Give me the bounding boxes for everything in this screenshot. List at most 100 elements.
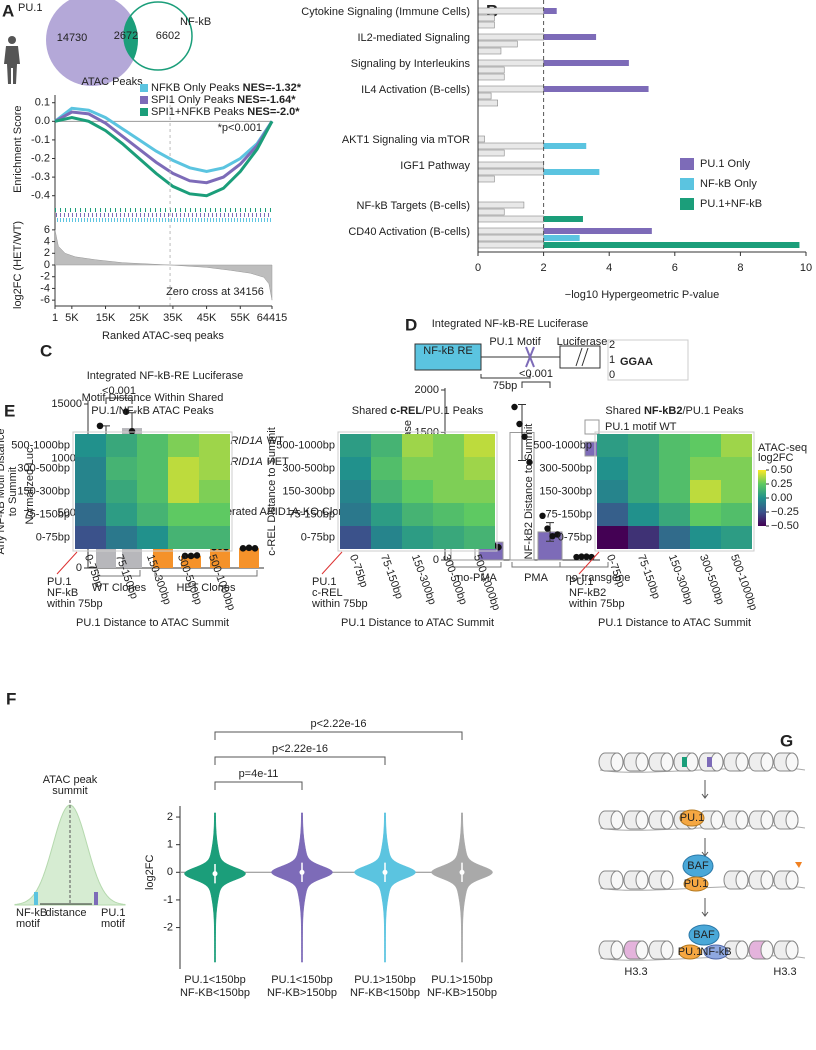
group-bracket	[97, 570, 141, 577]
group-label: HET Clones	[176, 582, 236, 594]
group-bracket	[559, 562, 609, 568]
construct-label: 75bp	[493, 380, 517, 392]
heat-cell	[199, 480, 230, 503]
data-point	[187, 552, 195, 560]
y-axis-label: log2FC (HET/WT)	[12, 221, 24, 309]
construct-label: Luciferase	[557, 336, 608, 348]
comparison-label: <0.001	[519, 368, 553, 380]
comparison-label: p=4e-11	[239, 768, 279, 780]
protein-label: BAF	[687, 860, 709, 872]
corner-label: PU.1	[47, 576, 71, 588]
nfkb-protein	[703, 944, 729, 960]
venn-count: 2672	[114, 30, 138, 42]
logo-box	[607, 339, 689, 381]
y-tick-label: 0	[433, 554, 439, 566]
heat-cell	[659, 434, 690, 457]
nucleosome-face	[760, 810, 774, 830]
bar	[477, 175, 495, 183]
data-point	[578, 553, 585, 560]
logo-tick: 0	[609, 369, 615, 381]
colorbar-tick-label: −0.50	[771, 520, 799, 532]
x-tick-label: 6	[672, 262, 678, 274]
histone-label: H3.3	[624, 966, 647, 978]
x-tick-label: PMA	[524, 572, 549, 584]
venn-count: 14730	[57, 32, 88, 44]
corner-label: within 75bp	[46, 598, 103, 610]
panel-frame	[337, 431, 498, 552]
pu1-motif	[94, 892, 98, 905]
heat-cell	[659, 480, 690, 503]
heat-cell	[402, 457, 433, 480]
colorbar-title: log2FC	[758, 452, 794, 464]
nucleosome-face	[785, 940, 799, 960]
heat-cell	[433, 526, 464, 549]
heat-cell	[464, 480, 495, 503]
legend-swatch	[680, 198, 694, 210]
y-tick-label: 0	[44, 259, 50, 271]
bar	[477, 21, 495, 29]
legend-swatch	[140, 96, 148, 104]
y-axis-label: Any NF-kB Motif Distance	[0, 429, 7, 555]
bar-below-threshold	[477, 14, 495, 22]
bar	[477, 85, 649, 93]
x-tick-label: 45K	[197, 312, 217, 324]
heat-cell	[137, 480, 168, 503]
y-tick-label: 6	[44, 224, 50, 236]
row-label: 75-150bp	[24, 508, 71, 520]
x-tick-label: 1	[52, 312, 58, 324]
column-label: 75-150bp	[378, 553, 405, 601]
x-tick-label: 10	[800, 262, 812, 274]
y-tick-label: 0.1	[35, 97, 50, 109]
nucleosome-face	[785, 752, 799, 772]
heat-cell	[721, 503, 752, 526]
x-tick-label: 15K	[96, 312, 116, 324]
heat-cell	[659, 457, 690, 480]
nucleosome-face	[785, 870, 799, 890]
x-tick-label: NF-KB<150bp	[180, 987, 250, 999]
bar-below-threshold	[477, 7, 544, 15]
x-tick-label: PU.1>150bp	[431, 974, 492, 986]
bar-below-threshold	[477, 135, 485, 143]
legend-nes: NES=-2.0*	[247, 106, 300, 118]
bar-below-threshold	[477, 142, 544, 150]
y-axis-label: Enrichment Score	[12, 105, 24, 192]
heat-cell	[433, 480, 464, 503]
row-label: 500-1000bp	[11, 439, 70, 451]
column-label: 500-1000bp	[728, 553, 759, 612]
chart-title: Integrated NF-kB-RE Luciferase	[432, 318, 589, 330]
x-tick-label: no-transgene	[566, 572, 631, 584]
bar	[477, 33, 597, 41]
x-tick-label: 5K	[65, 312, 79, 324]
nucleosome-face	[710, 752, 724, 772]
legend-entry: PU.1 motif WT	[605, 421, 677, 433]
y-tick-label: 2	[167, 811, 173, 823]
step-arrow	[701, 898, 709, 917]
heat-cell	[433, 434, 464, 457]
heat-cell	[402, 434, 433, 457]
nucleosome-face	[660, 940, 674, 960]
legend-swatch	[584, 419, 600, 435]
chart-title: Shared NF-kB2/PU.1 Peaks	[605, 405, 744, 417]
category-label: IGF1 Pathway	[400, 160, 470, 172]
y-axis-label: Normalized-Luc	[24, 447, 36, 525]
bar	[477, 161, 544, 169]
x-axis-label: Ranked ATAC-seq peaks	[102, 330, 224, 342]
column-label: 300-500bp	[697, 553, 726, 607]
data-point	[96, 422, 104, 430]
corner-label: PU.1	[312, 576, 336, 588]
x-axis-label: PU.1 Distance to ATAC Summit	[598, 617, 751, 629]
violin-median	[459, 869, 465, 875]
bar	[477, 66, 505, 74]
heat-cell	[137, 503, 168, 526]
bar	[477, 142, 587, 150]
pu1-protein	[683, 876, 709, 892]
heat-cell	[464, 526, 495, 549]
bar-below-threshold	[477, 47, 502, 55]
bar	[477, 47, 502, 55]
y-tick-label: -0.4	[31, 190, 50, 202]
nucleosome-face	[735, 870, 749, 890]
data-point	[544, 525, 551, 532]
legend-entry: NF-kB Only	[700, 178, 757, 190]
column-label: 0-75bp	[347, 553, 370, 589]
venn-label: PU.1	[18, 2, 42, 14]
